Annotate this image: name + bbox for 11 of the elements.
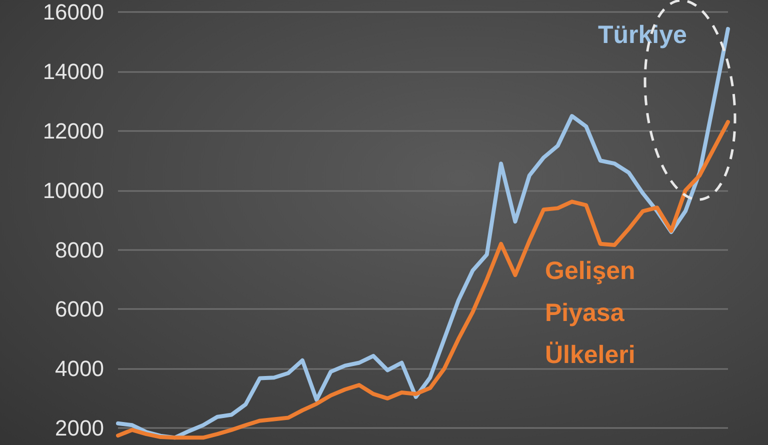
y-tick-label: 10000 xyxy=(42,178,104,203)
y-tick-label: 4000 xyxy=(55,356,104,382)
y-tick-label: 2000 xyxy=(55,416,104,441)
series-label: Gelişen Piyasa Ülkeleri xyxy=(545,257,642,369)
y-tick-label: 6000 xyxy=(55,296,104,322)
y-tick-label: 8000 xyxy=(55,237,104,262)
series-label: Türkiye xyxy=(598,21,688,49)
y-tick-label: 12000 xyxy=(42,118,104,144)
y-tick-label: 14000 xyxy=(42,58,104,84)
y-tick-label: 16000 xyxy=(42,0,104,24)
line-series xyxy=(116,120,730,440)
